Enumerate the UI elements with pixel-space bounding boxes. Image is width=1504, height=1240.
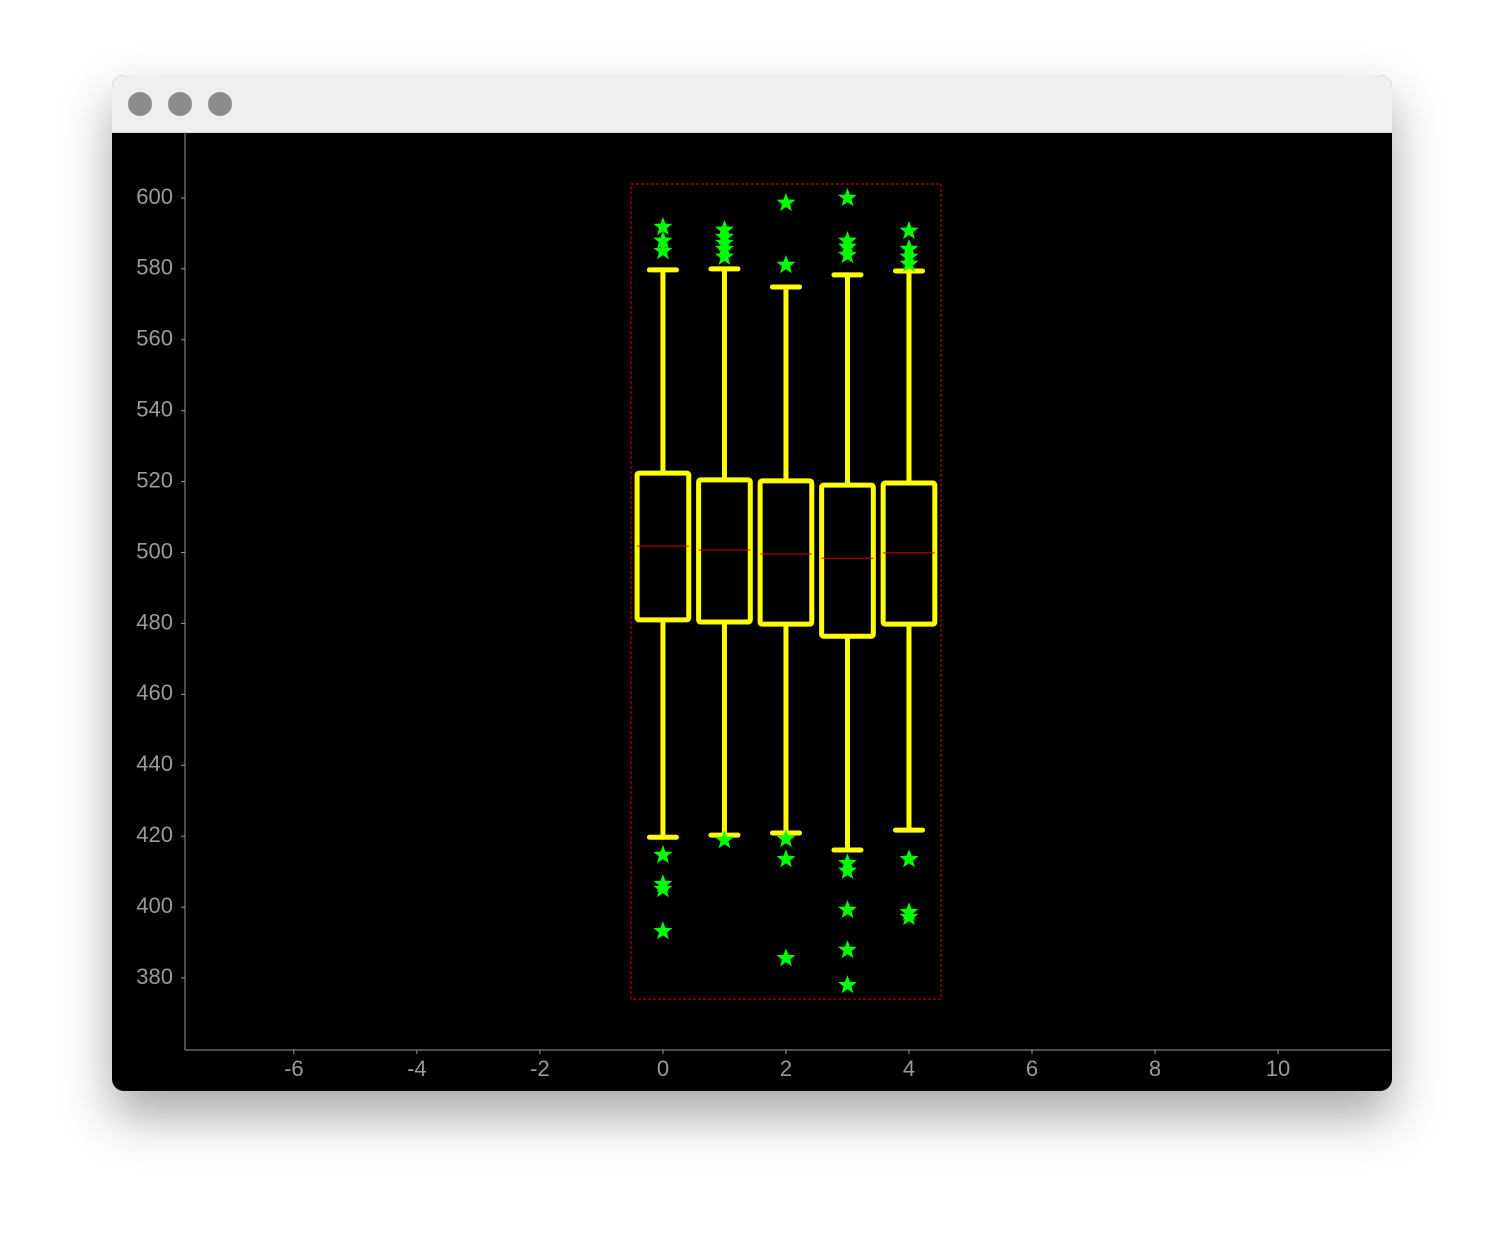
outlier	[714, 246, 734, 265]
outlier	[838, 899, 857, 918]
y-tick-label: 580	[136, 255, 173, 280]
x-tick-label: -4	[407, 1056, 427, 1081]
outlier	[776, 192, 796, 211]
x-tick-label: 6	[1026, 1056, 1038, 1081]
bounds	[630, 183, 942, 1000]
outlier	[653, 845, 673, 864]
outlier	[899, 253, 919, 272]
y-tick-label: 460	[136, 680, 173, 705]
outlier	[776, 948, 796, 967]
outlier	[838, 860, 857, 879]
x-tick-label: 0	[657, 1056, 669, 1081]
y-tick-label: 480	[136, 609, 173, 634]
x-tick-label: -2	[530, 1056, 550, 1081]
box	[819, 482, 876, 639]
outlier	[776, 829, 796, 848]
y-tick-label: 420	[136, 822, 173, 847]
y-tick-label: 380	[136, 964, 173, 989]
outlier	[714, 830, 734, 849]
y-tick-label: 500	[136, 538, 173, 563]
outlier	[899, 220, 919, 239]
y-tick-label: 440	[136, 751, 173, 776]
outlier	[838, 975, 857, 994]
outlier	[653, 230, 673, 249]
x-tick-label: 8	[1149, 1056, 1161, 1081]
title-bar	[112, 75, 1392, 133]
y-tick-label: 540	[136, 397, 173, 422]
box	[696, 477, 753, 625]
outlier	[653, 921, 673, 940]
x-tick-label: 10	[1266, 1056, 1290, 1081]
close-button[interactable]	[128, 92, 152, 116]
minimize-button[interactable]	[168, 92, 192, 116]
box	[880, 480, 938, 627]
outlier	[899, 849, 919, 868]
y-tick-label: 520	[136, 467, 173, 492]
x-tick-label: -6	[284, 1056, 304, 1081]
x-tick-label: 2	[780, 1056, 792, 1081]
outlier	[776, 849, 796, 868]
y-tick-label: 400	[136, 893, 173, 918]
outlier	[838, 188, 857, 206]
zoom-button[interactable]	[208, 92, 232, 116]
y-tick-label: 560	[136, 326, 173, 351]
outlier	[838, 245, 857, 264]
outlier	[653, 879, 673, 898]
box	[757, 478, 815, 627]
outlier	[776, 255, 796, 274]
y-tick-label: 600	[136, 184, 173, 209]
window: 380 400 420 440 460 480 500 520 540 560 580 600 -6 -4…	[112, 75, 1392, 1091]
outlier	[653, 217, 673, 236]
outlier	[899, 907, 919, 926]
outlier	[838, 940, 857, 959]
x-tick-label: 4	[903, 1056, 915, 1081]
outlier	[653, 241, 673, 260]
